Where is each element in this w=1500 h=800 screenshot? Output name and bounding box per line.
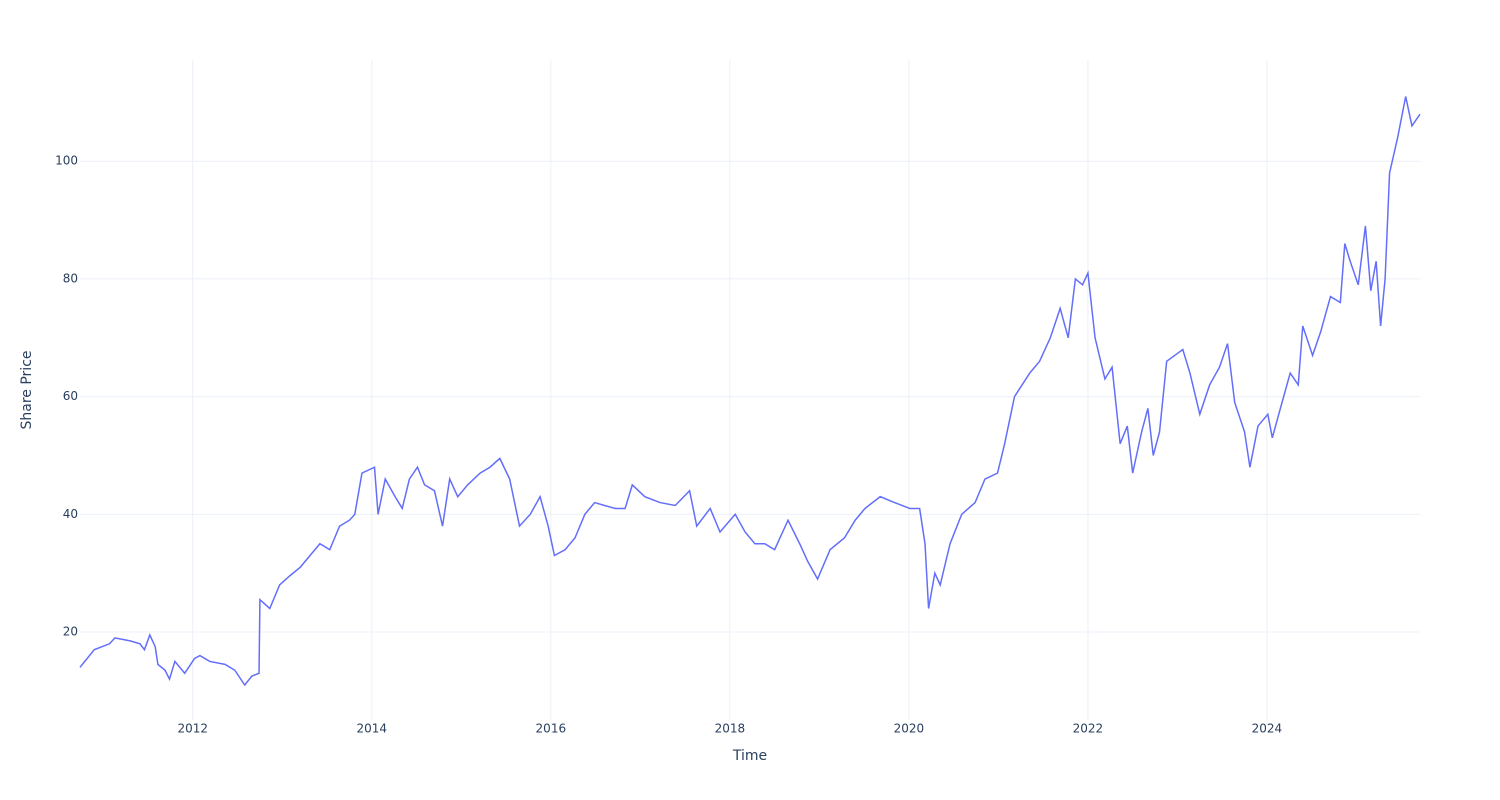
y-tick-label: 20 [63,625,78,639]
y-tick-label: 80 [63,271,78,285]
y-tick-label: 40 [63,507,78,521]
x-tick-label: 2020 [894,722,925,736]
x-axis-title: Time [732,748,767,764]
x-tick-label: 2024 [1252,722,1283,736]
y-tick-label: 100 [55,154,78,168]
y-tick-label: 60 [63,389,78,403]
x-tick-label: 2022 [1073,722,1104,736]
price-line [79,96,1421,687]
x-tick-label: 2018 [715,722,746,736]
x-tick-label: 2014 [357,722,388,736]
x-tick-label: 2012 [178,722,209,736]
x-tick-label: 2016 [536,722,567,736]
y-axis-title: Share Price [19,350,35,429]
